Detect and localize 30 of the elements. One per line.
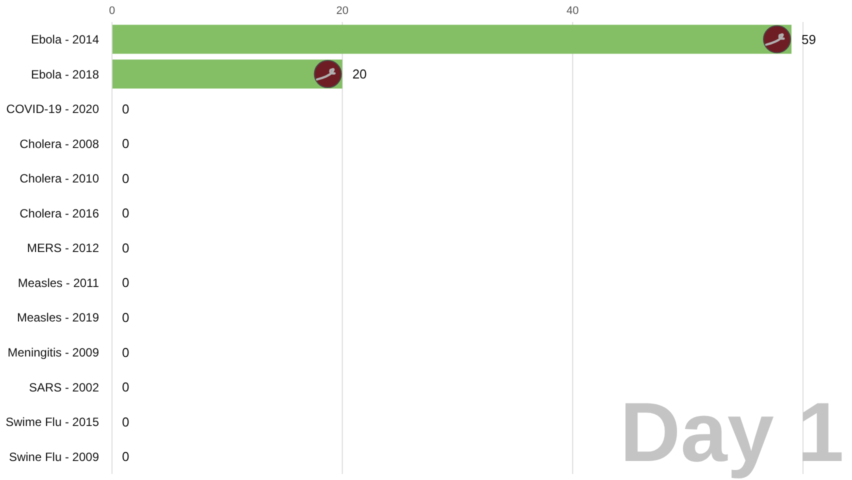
y-tick-label: Ebola - 2014	[30, 32, 100, 47]
y-tick-label: Measles - 2019	[16, 310, 100, 325]
data-label: 0	[122, 449, 130, 464]
data-label: 0	[122, 344, 130, 360]
x-tick-label: 40	[566, 5, 579, 17]
data-label: 0	[122, 240, 130, 256]
y-tick-label: SARS - 2002	[28, 380, 100, 394]
data-label: 0	[122, 310, 130, 325]
x-tick-label: 20	[336, 5, 348, 17]
data-label: 0	[122, 101, 130, 116]
data-label: 0	[122, 136, 130, 152]
data-label: 0	[122, 170, 130, 186]
data-label: 59	[801, 32, 816, 47]
y-tick-label: COVID-19 - 2020	[6, 102, 100, 116]
data-label: 0	[122, 206, 130, 221]
y-tick-label: Meningitis - 2009	[8, 346, 100, 360]
data-label: 0	[122, 275, 130, 290]
data-label: 0	[122, 380, 130, 395]
y-tick-label: Swine Flu - 2009	[8, 450, 100, 464]
y-tick-label: Measles - 2011	[18, 276, 100, 290]
data-label: 20	[352, 66, 367, 82]
y-tick-label: Cholera - 2010	[20, 172, 100, 186]
y-tick-label: Cholera - 2016	[20, 206, 100, 220]
y-tick-label: Cholera - 2008	[20, 136, 100, 151]
x-tick-label: 0	[108, 5, 116, 17]
data-label: 0	[122, 414, 130, 430]
y-tick-label: Swime Flu - 2015	[6, 415, 100, 430]
y-tick-label: Ebola - 2018	[30, 67, 100, 82]
annotation: Day 1	[620, 385, 844, 479]
y-tick-label: MERS - 2012	[26, 241, 100, 256]
